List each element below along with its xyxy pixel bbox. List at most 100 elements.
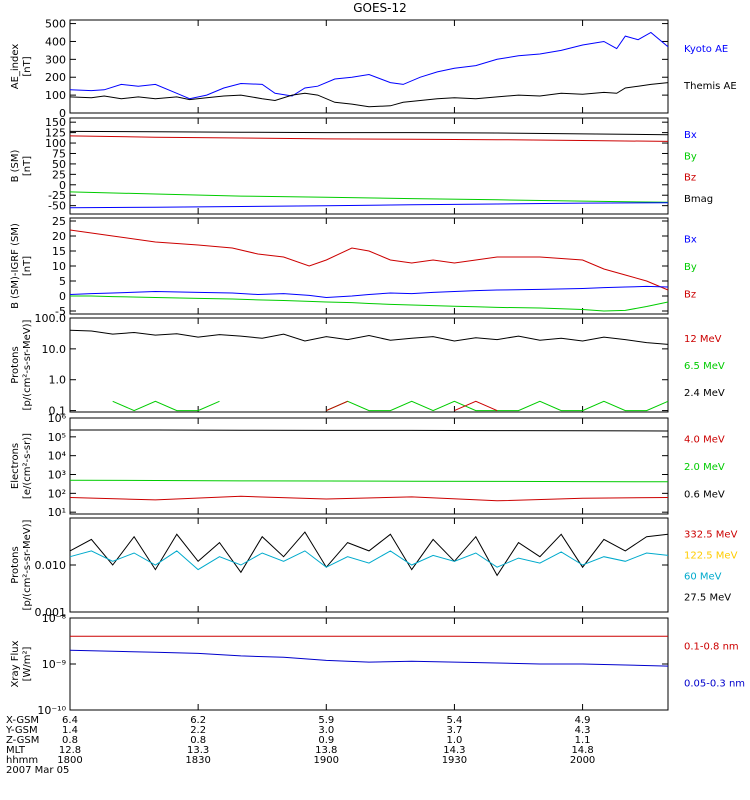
ylabel: Electrons [10, 443, 21, 489]
ephemeris-row-label: Z-GSM [6, 735, 39, 746]
ylabel: [W/m²] [22, 646, 33, 681]
series-line-bx [69, 202, 669, 209]
ytick-label: 100.0 [35, 312, 67, 325]
ytick-label: 125 [45, 127, 66, 140]
ylabel: B (SM)-IGRF (SM) [10, 223, 21, 309]
ephemeris-value: 13.8 [315, 745, 337, 756]
ephemeris-value: 1.0 [446, 735, 462, 746]
series-line-0-6-mev [70, 429, 669, 432]
series-line-themis-ae [69, 82, 669, 108]
panel-6: 0.001 0.010 Protons [p/(cm²-s-sr-MeV)] 332.5… [10, 517, 738, 619]
ephemeris-table: X-GSM 6.4 6.2 5.9 5.4 4.9 Y-GSM 1.4 2.2 3.0 3.7 4.3… [5, 715, 595, 776]
ytick-label: 10² [48, 487, 66, 500]
ephemeris-value: 5.9 [318, 715, 334, 726]
ephemeris-row-label: MLT [6, 745, 26, 756]
ytick-label: 10.0 [42, 343, 67, 356]
panel-4: 0.1 1.0 10.0 100.0 Protons [p/(cm²-s-sr-MeV)]… [10, 312, 725, 418]
ytick-label: 1.0 [49, 374, 67, 387]
legend-entry: Kyoto AE [684, 44, 728, 55]
ylabel: Protons [10, 546, 21, 583]
legend-entry: By [684, 151, 697, 162]
ytick-label: 0 [59, 179, 66, 192]
figure-title: GOES-12 [353, 1, 407, 15]
ephemeris-value: 14.3 [443, 745, 465, 756]
series-line-12-mev [326, 400, 348, 412]
panel-frame [69, 117, 669, 215]
ytick-label: 5 [59, 275, 66, 288]
ytick-label: 0.1 [49, 405, 67, 418]
legend-entry: Bz [684, 289, 696, 300]
ephemeris-row-label: hhmm [6, 755, 38, 766]
ephemeris-value: 12.8 [59, 745, 81, 756]
ylabel: [nT] [22, 156, 33, 176]
ephemeris-value: 13.3 [187, 745, 209, 756]
ylabel: Xray Flux [10, 640, 21, 687]
ephemeris-value: 6.4 [62, 715, 78, 726]
ytick-label: 100 [45, 89, 66, 102]
ytick-label: 10¹ [48, 506, 66, 519]
series-line-4-0-mev [69, 495, 669, 502]
ytick-label: 10⁻¹⁰ [37, 704, 66, 717]
series-line-0-05-0-3-nm [69, 649, 669, 667]
ephemeris-row-label: X-GSM [6, 715, 39, 726]
legend-entry: 4.0 MeV [684, 435, 725, 446]
legend-entry: 27.5 MeV [684, 592, 731, 603]
ephemeris-value: 2000 [570, 755, 595, 766]
series-line-12-mev [454, 400, 498, 412]
ytick-label: 10⁶ [48, 412, 67, 425]
legend-entry: 2.0 MeV [684, 462, 725, 473]
ytick-label: 10³ [48, 469, 66, 482]
ytick-label: 150 [45, 116, 66, 129]
panel-7: 10⁻¹⁰ 10⁻⁹ 10⁻⁸ Xray Flux [W/m²] 0.1-0.8 nm 0.… [10, 612, 745, 717]
ytick-label: 10⁻⁸ [42, 612, 67, 625]
ephemeris-value: 2.2 [190, 725, 206, 736]
ytick-label: 10⁵ [48, 431, 66, 444]
panel-3: -5 0 5 10 15 20 25 B (SM)-IGRF (SM) [nT] Bx By Bz [10, 215, 697, 318]
legend-entry: Bmag [684, 194, 713, 205]
ephemeris-value: 6.2 [190, 715, 206, 726]
ytick-label: 25 [52, 168, 66, 181]
ephemeris-value: 14.8 [571, 745, 593, 756]
ephemeris-value: 4.9 [575, 715, 591, 726]
ytick-label: 15 [52, 245, 66, 258]
legend-entry: 12 MeV [684, 334, 722, 345]
ephemeris-value: 1.4 [62, 725, 78, 736]
ephemeris-value: 1900 [314, 755, 339, 766]
series-line-2-4-mev [69, 329, 669, 345]
ytick-label: -25 [48, 189, 66, 202]
ephemeris-value: 0.9 [318, 735, 334, 746]
legend-entry: 332.5 MeV [684, 530, 738, 541]
ytick-label: 200 [45, 71, 66, 84]
ytick-label: -50 [48, 200, 66, 213]
series-line-27-5-mev [69, 531, 669, 577]
ytick-label: -5 [55, 305, 66, 318]
series-line-bz [69, 229, 669, 291]
legend-entry: 2.4 MeV [684, 388, 725, 399]
ylabel: [p/(cm²-s-sr-MeV)] [22, 519, 33, 610]
series-line-by [70, 295, 669, 312]
series-line-kyoto-ae [69, 31, 669, 100]
ytick-label: 25 [52, 215, 66, 228]
legend-entry: 0.05-0.3 nm [684, 678, 745, 689]
ytick-label: 10⁻⁹ [42, 658, 66, 671]
ephemeris-row-label: Y-GSM [5, 725, 38, 736]
ylabel: [p/(cm²-s-sr-MeV)] [22, 319, 33, 410]
ytick-label: 10⁴ [48, 450, 67, 463]
ytick-label: 100 [45, 137, 66, 150]
legend-entry: Bx [684, 235, 697, 246]
ephemeris-value: 3.0 [318, 725, 334, 736]
ylabel: AE_index [10, 44, 21, 90]
series-line-by [69, 191, 669, 203]
panel-frame [69, 217, 669, 315]
legend-entry: 0.6 MeV [684, 489, 725, 500]
panel-5: 10¹ 10² 10³ 10⁴ 10⁵ 10⁶ Electrons [e/(cm²-s-sr)… [10, 412, 725, 519]
ytick-label: 0 [59, 290, 66, 303]
ylabel: [e/(cm²-s-sr)] [22, 433, 33, 499]
ylabel: Protons [10, 346, 21, 383]
panel-1: 0 100 200 300 400 500 AE_index [nT] Kyoto AE Them… [10, 18, 737, 120]
ephemeris-value: 4.3 [575, 725, 591, 736]
ytick-label: 0.010 [35, 559, 67, 572]
panel-frame [69, 317, 669, 413]
